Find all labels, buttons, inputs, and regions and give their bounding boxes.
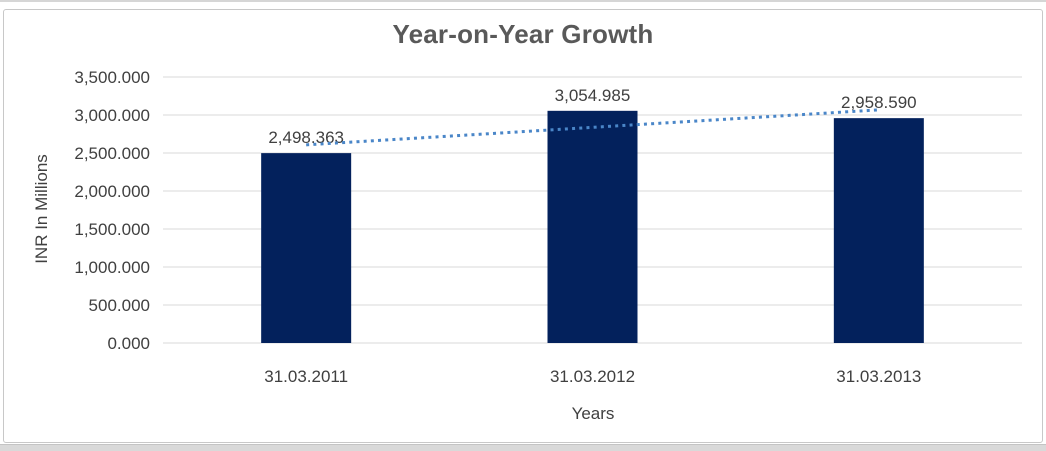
y-tick-label: 3,500.000 [74,68,150,87]
sheet-edge-bottom [0,444,1046,451]
y-tick-label: 2,000.000 [74,182,150,201]
y-tick-label: 1,500.000 [74,220,150,239]
trendline[interactable] [306,108,879,147]
y-tick-label: 0.000 [107,334,150,353]
y-tick-label: 1,000.000 [74,258,150,277]
x-axis-title: Years [571,404,615,423]
bar-31.03.2011[interactable] [261,153,352,343]
bar-31.03.2013[interactable] [833,118,924,344]
chart-title: Year-on-Year Growth [392,19,654,49]
y-tick-label: 2,500.000 [74,144,150,163]
value-label: 2,498.363 [268,128,344,147]
bar-31.03.2012[interactable] [547,110,638,343]
x-tick-label: 31.03.2011 [264,367,348,386]
sheet-edge-top [0,0,1046,2]
x-tick-label: 31.03.2013 [836,367,921,386]
x-tick-label: 31.03.2012 [550,367,635,386]
y-tick-label: 3,000.000 [74,106,150,125]
value-label: 3,054.985 [555,86,631,105]
y-tick-label: 500.000 [89,296,150,315]
value-label: 2,958.590 [841,93,917,112]
